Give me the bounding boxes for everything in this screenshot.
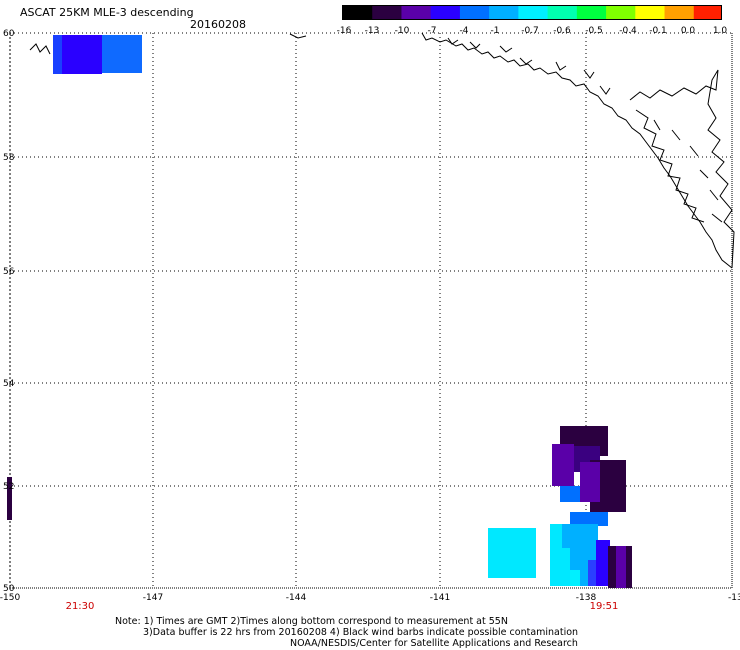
longitude-label: -13: [728, 593, 740, 603]
latitude-label: 52: [3, 482, 14, 492]
wind-cell: [570, 570, 580, 586]
page-title: ASCAT 25KM MLE-3 descending: [20, 6, 194, 19]
color-scale-swatch: [664, 6, 695, 19]
color-scale-swatch: [430, 6, 461, 19]
latitude-label: 54: [3, 379, 15, 389]
wind-cell: [596, 540, 610, 586]
color-scale-tick: 1.0: [712, 26, 728, 36]
color-scale-swatch: [576, 6, 607, 19]
latitude-label: 58: [3, 153, 15, 163]
map-frame: [9, 32, 733, 589]
wind-cell: [560, 486, 580, 502]
color-scale-tick: -4: [459, 26, 469, 36]
latitude-labels: 60 58 56 54 52 50: [3, 29, 15, 594]
page-date: 20160208: [190, 18, 246, 31]
color-scale-labels: -16 -13 -10 -7 -4 -1 -0.7 -0.6 -0.5 -0.4 -0.1 0.0 1.…: [336, 26, 740, 38]
wind-cell: [580, 462, 600, 502]
color-scale-tick: -1: [490, 26, 500, 36]
time-labels: 21:30 19:51: [66, 601, 619, 612]
longitude-labels: -150 -147 -144 -141 -138 -13: [0, 593, 740, 603]
color-scale-tick: -7: [427, 26, 437, 36]
color-scale-swatch: [693, 6, 721, 19]
wind-cell: [570, 512, 608, 526]
color-scale-swatch: [459, 6, 490, 19]
color-scale-swatch: [547, 6, 578, 19]
color-scale-tick: -13: [364, 26, 380, 36]
color-scale-tick: -16: [336, 26, 352, 36]
longitude-label: -147: [143, 593, 163, 603]
time-label: 19:51: [590, 601, 619, 612]
latitude-label: 60: [3, 29, 15, 39]
color-scale-swatch: [635, 6, 666, 19]
wind-cell: [552, 444, 574, 486]
color-scale-tick: -0.5: [585, 26, 603, 36]
color-scale-tick: -0.4: [619, 26, 637, 36]
wind-cell: [616, 546, 626, 588]
color-scale-bar: [342, 5, 722, 20]
note-line-1: Note: 1) Times are GMT 2)Times along bot…: [115, 616, 508, 627]
longitude-label: -138: [576, 593, 597, 603]
color-scale-tick: -0.6: [553, 26, 571, 36]
color-scale-swatch: [343, 6, 373, 19]
color-scale-swatch: [518, 6, 549, 19]
color-scale-tick: 0.0: [680, 26, 696, 36]
color-scale-tick: -0.1: [649, 26, 667, 36]
longitude-label: -141: [430, 593, 450, 603]
wind-cell: [102, 35, 142, 73]
wind-cell: [62, 35, 102, 74]
color-scale-swatch: [372, 6, 402, 19]
color-scale-swatch: [606, 6, 636, 19]
longitude-label: -150: [0, 593, 20, 603]
wind-cells: [7, 35, 632, 588]
longitude-label: -144: [286, 593, 307, 603]
note-line-2: 3)Data buffer is 22 hrs from 20160208 4)…: [143, 627, 579, 638]
latitude-label: 56: [3, 267, 15, 277]
wind-cell: [488, 528, 536, 578]
wind-cell: [7, 477, 12, 520]
color-scale-swatch: [489, 6, 519, 19]
color-scale-tick: -0.7: [521, 26, 539, 36]
color-scale-tick: -10: [394, 26, 410, 36]
latitude-label: 50: [3, 584, 15, 594]
note-line-3: NOAA/NESDIS/Center for Satellite Applica…: [290, 638, 578, 649]
color-scale-swatch: [401, 6, 432, 19]
time-label: 21:30: [66, 601, 95, 612]
wind-cell: [562, 524, 598, 548]
